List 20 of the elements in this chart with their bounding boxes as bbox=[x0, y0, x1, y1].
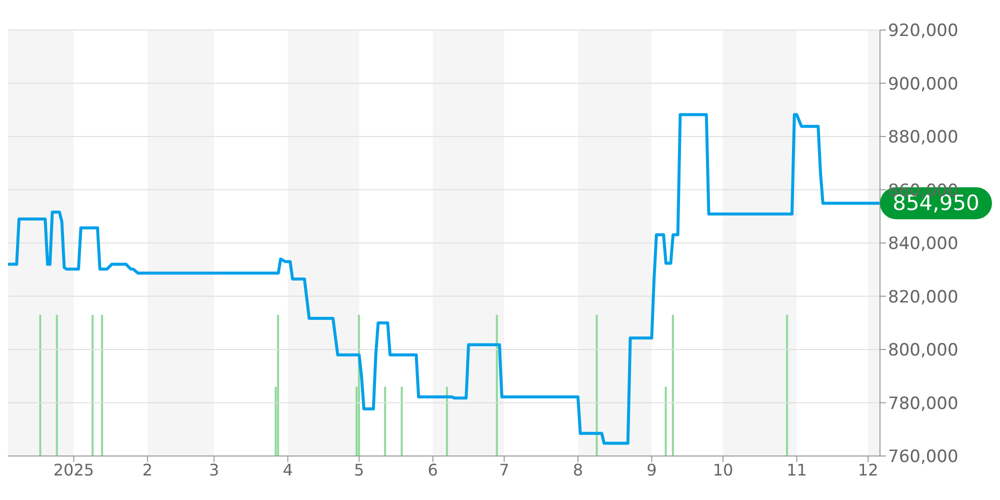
x-tick-label: 10 bbox=[712, 460, 734, 480]
x-tick-label: 3 bbox=[208, 460, 220, 480]
x-tick-label: 7 bbox=[499, 460, 510, 480]
y-tick-label: 840,000 bbox=[888, 234, 958, 254]
y-tick-label: 820,000 bbox=[888, 287, 958, 308]
x-tick-label: 9 bbox=[646, 460, 657, 480]
y-tick-label: 780,000 bbox=[888, 394, 958, 414]
y-tick-label: 760,000 bbox=[888, 447, 958, 468]
x-tick-label: 5 bbox=[354, 460, 364, 480]
x-tick-label: 4 bbox=[282, 460, 293, 480]
y-tick-label: 900,000 bbox=[888, 74, 958, 94]
x-tick-label: 8 bbox=[572, 460, 584, 480]
y-tick-label: 880,000 bbox=[888, 128, 958, 148]
x-tick-label: 12 bbox=[858, 460, 878, 480]
x-tick-label: 11 bbox=[786, 460, 807, 480]
y-tick-label: 800,000 bbox=[888, 340, 958, 361]
x-tick-label: 6 bbox=[428, 460, 438, 480]
x-tick-label: 2 bbox=[142, 460, 153, 480]
x-tick-label: 2025 bbox=[53, 460, 94, 480]
y-tick-label: 920,000 bbox=[888, 21, 958, 42]
